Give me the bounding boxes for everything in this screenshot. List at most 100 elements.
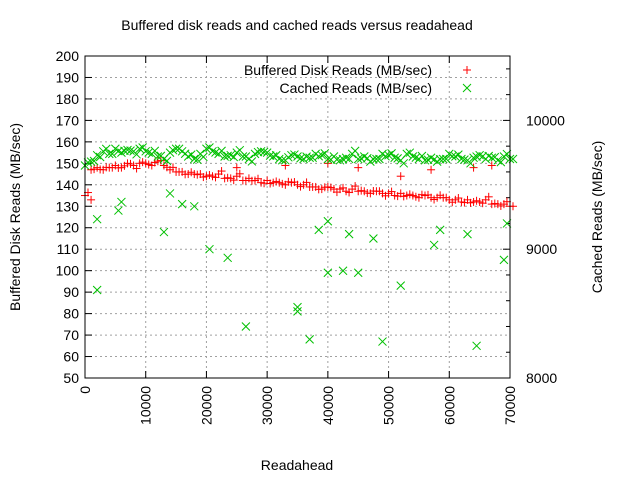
cross-stroke bbox=[238, 152, 248, 161]
cached-point bbox=[211, 148, 220, 157]
x-tick-label: 40000 bbox=[320, 386, 336, 425]
cached-point bbox=[296, 153, 305, 163]
grid bbox=[85, 56, 510, 378]
cached-point bbox=[189, 201, 199, 211]
cached-point bbox=[165, 189, 175, 198]
cross-stroke bbox=[150, 146, 160, 156]
cross-stroke bbox=[296, 153, 305, 163]
buffered-point bbox=[302, 178, 311, 187]
cached-point bbox=[92, 285, 102, 295]
cross-stroke bbox=[226, 150, 236, 160]
cached-point bbox=[223, 253, 233, 263]
cached-point bbox=[353, 154, 363, 164]
buffered-point bbox=[235, 169, 244, 178]
cached-point bbox=[460, 155, 469, 164]
cached-point bbox=[390, 153, 399, 163]
cross-stroke bbox=[293, 152, 302, 161]
x-tick-label: 30000 bbox=[259, 386, 275, 425]
cross-stroke bbox=[402, 149, 412, 159]
y-tick-label: 60 bbox=[63, 349, 79, 365]
cross-stroke bbox=[408, 152, 418, 161]
cross-stroke bbox=[350, 146, 360, 156]
cross-stroke bbox=[162, 156, 172, 166]
cached-point bbox=[305, 335, 314, 344]
cached-point bbox=[323, 216, 333, 226]
cross-stroke bbox=[435, 154, 445, 164]
cross-stroke bbox=[499, 255, 509, 265]
y2-tick-label: 10000 bbox=[526, 112, 565, 128]
cached-point bbox=[314, 225, 324, 235]
y-tick-label: 140 bbox=[56, 177, 80, 193]
cached-point bbox=[323, 268, 333, 278]
cross-stroke bbox=[493, 155, 503, 165]
cached-point bbox=[463, 229, 472, 239]
cross-stroke bbox=[435, 225, 445, 235]
cached-point bbox=[469, 153, 478, 163]
buffered-point bbox=[169, 163, 177, 172]
cross-stroke bbox=[189, 154, 199, 164]
cached-point bbox=[101, 144, 111, 154]
y-tick-label: 80 bbox=[63, 306, 79, 322]
buffered-point bbox=[232, 163, 241, 172]
cached-point bbox=[454, 150, 463, 160]
cross-stroke bbox=[338, 154, 348, 164]
cross-stroke bbox=[314, 225, 324, 235]
cross-stroke bbox=[168, 145, 178, 155]
cached-point bbox=[168, 145, 178, 155]
cached-point bbox=[92, 214, 102, 224]
y-tick-label: 130 bbox=[56, 198, 80, 214]
cross-stroke bbox=[475, 150, 484, 160]
cached-point bbox=[344, 154, 354, 164]
buffered-point bbox=[132, 164, 141, 173]
cached-point bbox=[95, 152, 105, 162]
y-tick-label: 120 bbox=[56, 220, 80, 236]
cross-stroke bbox=[92, 285, 102, 295]
cross-stroke bbox=[496, 157, 506, 167]
cached-point bbox=[126, 146, 135, 155]
cross-stroke bbox=[369, 234, 378, 243]
cached-point bbox=[378, 337, 387, 346]
cross-stroke bbox=[447, 151, 457, 161]
cached-point bbox=[104, 149, 114, 159]
chart-title: Buffered disk reads and cached reads ver… bbox=[121, 17, 473, 33]
cached-point bbox=[438, 154, 448, 164]
cross-stroke bbox=[335, 155, 345, 165]
cross-stroke bbox=[290, 150, 299, 159]
cached-point bbox=[135, 144, 144, 154]
x-tick-label: 70000 bbox=[502, 386, 518, 425]
cross-stroke bbox=[177, 199, 187, 209]
y-tick-label: 70 bbox=[63, 327, 79, 343]
cached-point bbox=[408, 152, 418, 161]
y-tick-label: 100 bbox=[56, 263, 80, 279]
cross-stroke bbox=[217, 146, 226, 156]
cross-stroke bbox=[101, 144, 111, 154]
buffered-point bbox=[217, 167, 226, 176]
cross-stroke bbox=[344, 154, 354, 164]
cross-stroke bbox=[135, 144, 144, 154]
cached-point bbox=[496, 157, 506, 167]
cached-point bbox=[141, 146, 151, 156]
cross-stroke bbox=[114, 146, 123, 156]
cross-stroke bbox=[393, 153, 402, 163]
cached-point bbox=[150, 146, 160, 156]
y-tick-label: 150 bbox=[56, 155, 80, 171]
cross-stroke bbox=[359, 152, 369, 161]
cross-stroke bbox=[463, 229, 472, 239]
cached-point bbox=[338, 266, 348, 276]
cached-point bbox=[441, 154, 451, 164]
cross-stroke bbox=[199, 152, 208, 162]
cross-stroke bbox=[372, 154, 381, 164]
cross-stroke bbox=[211, 148, 220, 157]
cached-point bbox=[159, 227, 169, 237]
cross-stroke bbox=[104, 149, 114, 159]
cached-point bbox=[241, 322, 251, 331]
y2-tick-label: 9000 bbox=[526, 241, 557, 257]
cross-stroke bbox=[344, 229, 354, 239]
y-axis-label: Buffered Disk Reads (MB/sec) bbox=[7, 123, 23, 311]
cached-point bbox=[177, 199, 187, 209]
cross-stroke bbox=[469, 153, 478, 163]
cached-point bbox=[162, 156, 172, 166]
cross-stroke bbox=[205, 244, 214, 254]
cached-point bbox=[186, 150, 196, 160]
